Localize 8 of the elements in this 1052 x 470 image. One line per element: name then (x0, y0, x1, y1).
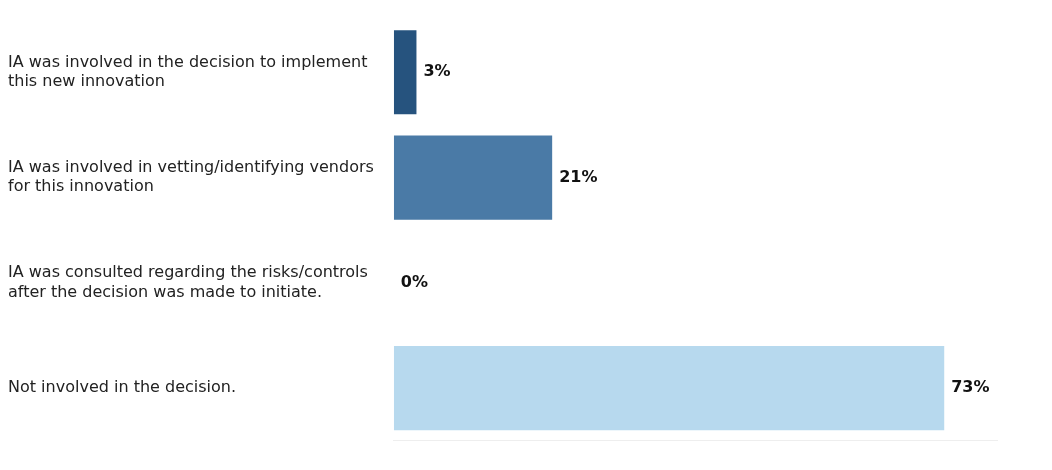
data-label: 73% (951, 377, 990, 397)
data-label: 21% (559, 166, 598, 186)
y-tick-label: Not involved in the decision. (8, 377, 237, 397)
data-label: 3% (423, 61, 451, 81)
y-tick-label: IA was involved in the decision to implement this new innovation (8, 51, 368, 91)
data-label: 0% (400, 272, 429, 292)
y-tick-label: IA was consulted regarding the risks/controls after the decision was made to initiate. (8, 262, 368, 301)
y-tick-label: IA was involved in vetting/identifying vendors for this innovation (8, 157, 374, 196)
